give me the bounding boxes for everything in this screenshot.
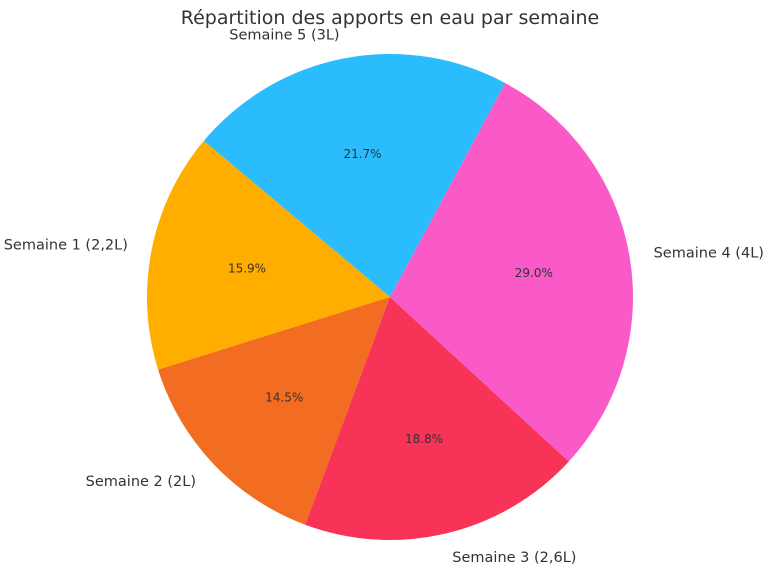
pie-labels: Semaine 1 (2,2L) 15.9% Semaine 2 (2L) 14.5%…	[4, 28, 764, 566]
pie-slices	[147, 54, 634, 541]
slice-label-3: Semaine 3 (2,6L)	[452, 550, 576, 566]
slice-percent-2: 14.5%	[265, 390, 303, 404]
slice-percent-1: 15.9%	[228, 261, 266, 275]
chart-title: Répartition des apports en eau par semai…	[181, 7, 599, 29]
pie-slice-2	[158, 297, 390, 525]
pie-slice-4	[390, 82, 634, 462]
pie-slice-5	[203, 54, 506, 297]
slice-label-2: Semaine 2 (2L)	[86, 474, 196, 490]
slice-percent-4: 29.0%	[515, 266, 553, 280]
slice-label-5: Semaine 5 (3L)	[229, 28, 339, 44]
pie-slice-3	[305, 297, 569, 541]
slice-label-1: Semaine 1 (2,2L)	[4, 238, 128, 254]
pie-slice-1	[147, 140, 390, 370]
slice-percent-5: 21.7%	[343, 147, 381, 161]
slice-label-4: Semaine 4 (4L)	[654, 246, 764, 262]
slice-percent-3: 18.8%	[405, 432, 443, 446]
